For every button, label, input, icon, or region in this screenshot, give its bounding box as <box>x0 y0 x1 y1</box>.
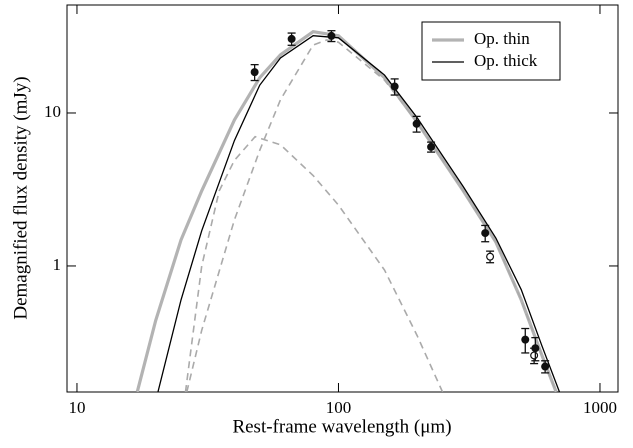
legend-label: Op. thin <box>474 29 530 48</box>
component-curve <box>184 135 444 392</box>
legend-box <box>421 21 561 81</box>
x-tick-label: 10 <box>68 398 85 417</box>
data-point <box>427 142 436 151</box>
fit-curve <box>135 29 558 392</box>
data-point <box>531 344 540 353</box>
data-point <box>287 34 296 43</box>
data-point <box>541 362 550 371</box>
component-curve <box>186 39 557 392</box>
data-point <box>412 119 421 128</box>
y-axis-label: Demagnified flux density (mJy) <box>10 76 31 319</box>
data-point <box>486 252 495 261</box>
data-point <box>390 82 399 91</box>
data-point <box>327 31 336 40</box>
data-point <box>521 335 530 344</box>
data-point <box>481 229 490 238</box>
data-point <box>250 68 259 77</box>
y-tick-label: 1 <box>53 255 62 274</box>
y-tick-label: 10 <box>44 102 61 121</box>
plot-frame <box>66 4 619 393</box>
x-tick-label: 100 <box>326 398 352 417</box>
data-point <box>530 351 539 360</box>
x-axis-label: Rest-frame wavelength (μm) <box>232 416 451 437</box>
x-tick-label: 1000 <box>583 398 617 417</box>
legend-label: Op. thick <box>474 51 538 70</box>
fit-curve <box>157 35 561 392</box>
